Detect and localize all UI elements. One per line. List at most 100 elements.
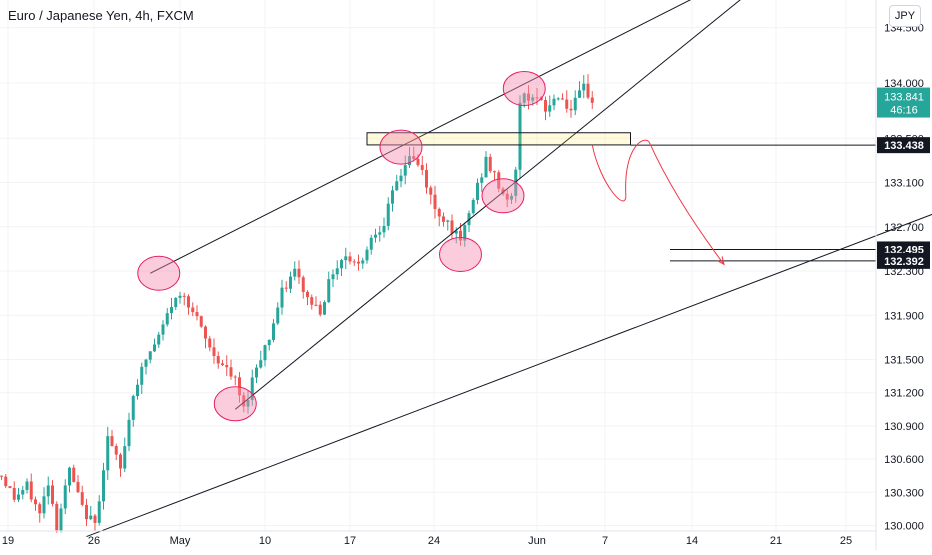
time-tick-label: 26 (88, 535, 100, 547)
candle-body (289, 277, 292, 289)
candle-body (13, 488, 16, 500)
candle-body (145, 360, 148, 367)
candle-body (204, 327, 207, 339)
time-tick-label: 7 (602, 535, 608, 547)
price-tick-label: 130.900 (884, 421, 924, 433)
candle-body (208, 339, 211, 348)
candle-body (157, 335, 160, 345)
candle-body (446, 220, 449, 221)
candle-body (485, 157, 488, 177)
current-price-text: 133.841 (884, 92, 924, 104)
candle-body (268, 340, 271, 345)
candle-body (476, 183, 479, 200)
candle-body (34, 499, 37, 504)
candle-body (565, 100, 568, 109)
candle-body (119, 455, 122, 469)
candle-body (170, 307, 173, 313)
candle-body (111, 436, 114, 446)
candle-body (166, 313, 169, 324)
candle-body (366, 250, 369, 261)
candle-body (582, 84, 585, 91)
candle-body (140, 367, 143, 385)
candle-body (336, 268, 339, 274)
price-tick-label: 130.000 (884, 520, 924, 532)
candle-body (77, 482, 80, 492)
candle-body (349, 256, 352, 261)
candle-body (429, 188, 432, 195)
trend-line (87, 205, 932, 537)
candle-body (298, 269, 301, 278)
candle-body (259, 360, 262, 367)
candle-body (43, 496, 46, 513)
candle-body (561, 98, 564, 99)
candle-body (38, 504, 41, 513)
candle-body (106, 436, 109, 470)
candle-body (574, 98, 577, 111)
candle-body (21, 490, 24, 495)
pivot-circle (440, 237, 482, 271)
candle-body (0, 476, 3, 477)
candle-body (319, 305, 322, 315)
candle-body (421, 165, 424, 170)
candle-body (162, 324, 165, 334)
candle-body (123, 446, 126, 468)
candle-body (85, 505, 88, 519)
candle-body (68, 468, 71, 486)
candle-body (4, 477, 7, 487)
projection-arrow (592, 140, 724, 264)
candle-body (315, 305, 318, 306)
candle-body (153, 344, 156, 351)
candle-body (302, 277, 305, 292)
currency-button[interactable]: JPY (889, 5, 921, 27)
candle-body (323, 302, 326, 315)
candle-body (374, 235, 377, 238)
candle-body (378, 232, 381, 234)
candle-body (493, 171, 496, 172)
candle-body (578, 90, 581, 97)
time-tick-label: 21 (770, 535, 782, 547)
candle-body (391, 190, 394, 203)
candle-body (370, 238, 373, 250)
price-label-text: 132.392 (884, 256, 924, 268)
time-tick-label: 14 (686, 535, 698, 547)
countdown-text: 46:16 (890, 105, 918, 117)
candle-body (332, 274, 335, 279)
price-tick-label: 131.900 (884, 310, 924, 322)
candle-body (395, 181, 398, 190)
candle-body (187, 296, 190, 307)
candle-body (557, 98, 560, 99)
pivot-circle (214, 387, 256, 421)
price-tick-label: 131.500 (884, 355, 924, 367)
pivot-circle (503, 72, 545, 106)
candle-body (285, 288, 288, 289)
price-label-text: 133.438 (884, 140, 924, 152)
candle-body (293, 269, 296, 277)
candle-body (225, 365, 228, 367)
candle-body (570, 109, 573, 111)
time-tick-label: 24 (428, 535, 440, 547)
chart-title: Euro / Japanese Yen, 4h, FXCM (8, 8, 194, 23)
candle-body (344, 256, 347, 260)
candle-body (276, 308, 279, 324)
candle-body (387, 204, 390, 226)
candle-body (255, 368, 258, 378)
pivot-circle (482, 179, 524, 213)
candle-body (30, 482, 33, 500)
candle-body (183, 296, 186, 297)
candle-body (191, 308, 194, 312)
candle-body (587, 84, 590, 98)
candle-body (404, 165, 407, 176)
candle-body (102, 470, 105, 501)
candle-body (327, 279, 330, 302)
time-tick-label: 25 (840, 535, 852, 547)
annotations-layer (87, 0, 932, 537)
candle-body (361, 260, 364, 263)
candle-body (357, 262, 360, 264)
time-tick-label: 17 (344, 535, 356, 547)
candle-body (264, 345, 267, 360)
price-tick-label: 130.300 (884, 487, 924, 499)
price-tick-label: 130.600 (884, 454, 924, 466)
price-tick-label: 131.200 (884, 388, 924, 400)
